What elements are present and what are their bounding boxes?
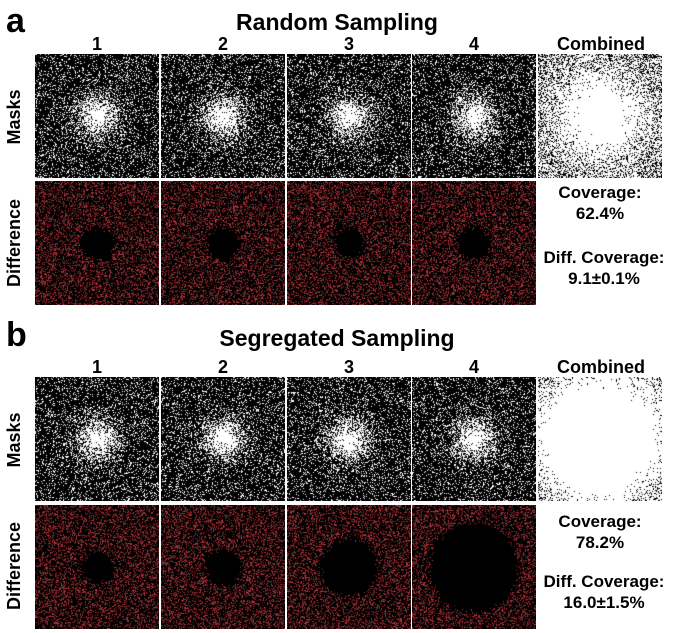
panel-a-col-1-label: 1	[91, 34, 102, 54]
panel-a-mask-3	[287, 54, 411, 178]
panel-b-mask-1	[35, 377, 159, 501]
panel-a-combined-label: Combined	[557, 34, 645, 54]
panel-b-difference-1	[35, 505, 159, 629]
panel-b-col-3-label: 3	[343, 357, 354, 377]
panel-a-col-4-label: 4	[468, 34, 479, 54]
panel-b-difference-4	[412, 505, 536, 629]
panel-b-coverage-label: Coverage:	[558, 512, 642, 531]
panel-a-difference-3	[287, 181, 411, 305]
panel-a-coverage-label: Coverage:	[558, 183, 642, 202]
panel-b-coverage-value: 78.2%	[575, 533, 625, 552]
panel-a-diff-coverage-label: Diff. Coverage:	[543, 248, 665, 267]
panel-b-diff-coverage-value: 16.0±1.5%	[563, 593, 645, 612]
panel-b-mask-2	[161, 377, 285, 501]
panel-b-difference-3	[287, 505, 411, 629]
panel-b-difference-2	[161, 505, 285, 629]
panel-a-difference-1	[35, 181, 159, 305]
panel-b-diff-coverage-label: Diff. Coverage:	[543, 572, 665, 591]
panel-a-col-3-label: 3	[343, 34, 354, 54]
panel-b-mask-4	[412, 377, 536, 501]
panel-a-coverage-value: 62.4%	[575, 204, 625, 223]
panel-a-col-2-label: 2	[217, 34, 228, 54]
panel-a-letter: a	[6, 2, 25, 40]
panel-a-difference-row-label: Difference	[4, 198, 24, 288]
panel-a-mask-1	[35, 54, 159, 178]
panel-a-diff-coverage-value: 9.1±0.1%	[568, 269, 640, 288]
panel-a-mask-4	[412, 54, 536, 178]
panel-b-col-2-label: 2	[217, 357, 228, 377]
panel-a-difference-2	[161, 181, 285, 305]
panel-a-mask-2	[161, 54, 285, 178]
panel-b-combined-label: Combined	[557, 357, 645, 377]
panel-a-masks-row-label: Masks	[4, 89, 24, 145]
panel-b-combined-mask	[538, 377, 662, 501]
panel-b-mask-3	[287, 377, 411, 501]
panel-a-combined-mask	[538, 54, 662, 178]
panel-a-difference-4	[412, 181, 536, 305]
panel-b-difference-row-label: Difference	[4, 521, 24, 611]
panel-b-col-4-label: 4	[468, 357, 479, 377]
panel-b-letter: b	[6, 316, 27, 354]
panel-b-col-1-label: 1	[91, 357, 102, 377]
panel-b-title: Segregated Sampling	[219, 325, 455, 351]
panel-b-masks-row-label: Masks	[4, 412, 24, 468]
panel-a-title: Random Sampling	[236, 9, 438, 35]
